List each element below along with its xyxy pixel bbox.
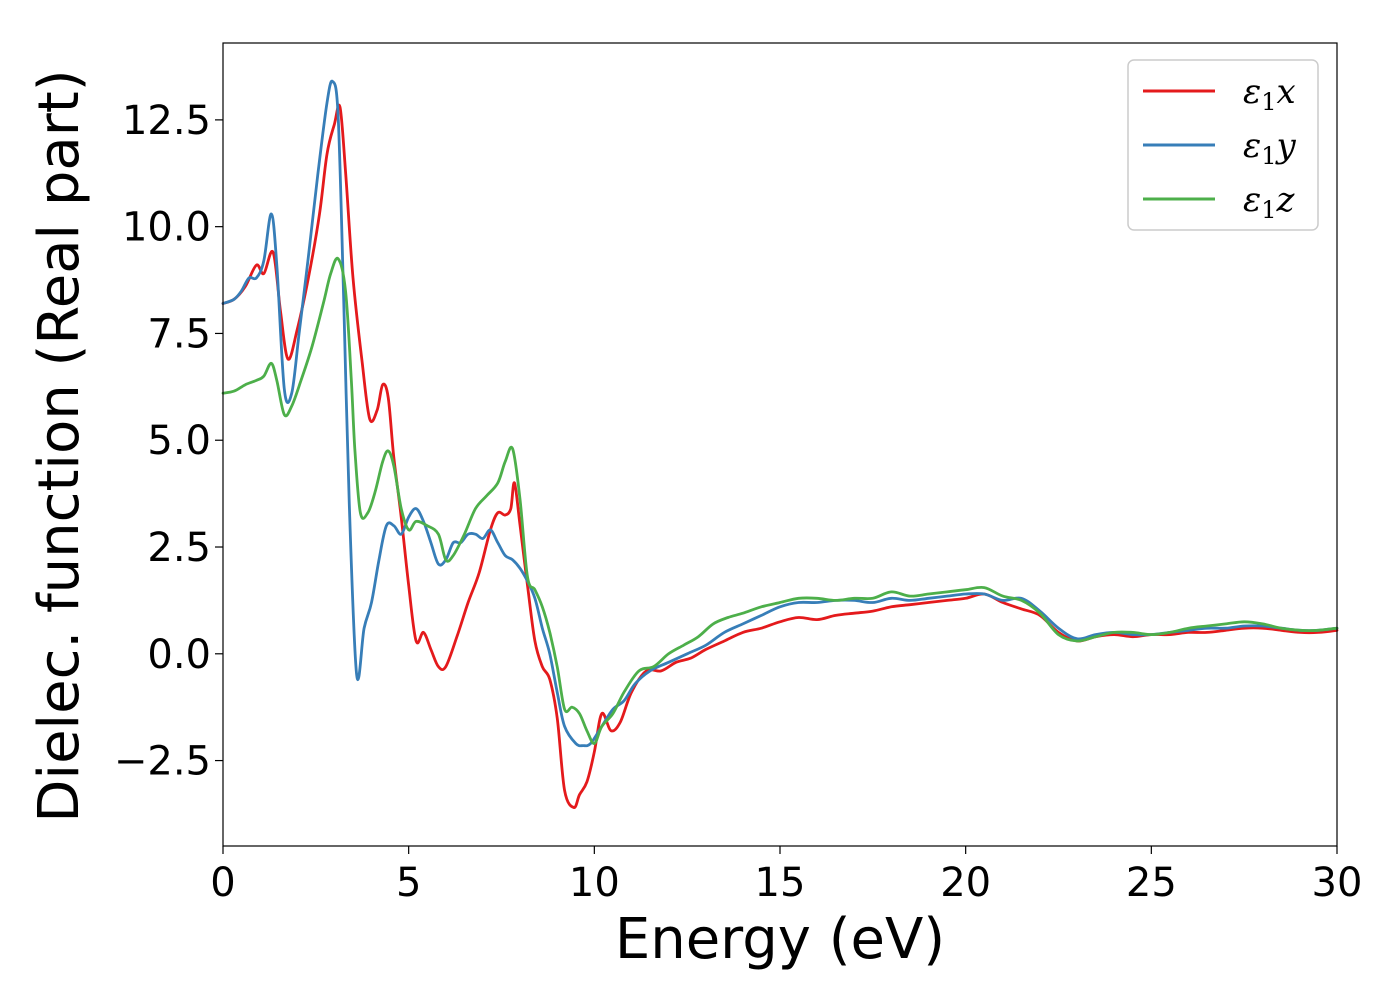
series-line-x (221, 103, 1339, 809)
x-tick-label: 20 (940, 860, 991, 906)
y-axis-label: Dielec. function (Real part) (27, 69, 92, 822)
y-tick-label: 2.5 (147, 525, 211, 571)
y-tick-label: 12.5 (122, 98, 211, 144)
legend-label-x: ε1x (1243, 72, 1296, 116)
legend: ε1x ε1y ε1z (1127, 59, 1319, 231)
x-tick-label: 5 (396, 860, 421, 906)
series-line-y (221, 79, 1339, 748)
x-axis-label: Energy (eV) (615, 907, 945, 972)
x-tick-label: 30 (1312, 860, 1363, 906)
series-layer (221, 79, 1339, 809)
y-tick-label: 5.0 (147, 418, 211, 464)
x-tick-label: 15 (755, 860, 806, 906)
legend-label-z: ε1z (1243, 180, 1296, 224)
y-axis-ticks: −2.5 0.0 2.5 5.0 7.5 10.0 12.5 (114, 98, 223, 785)
y-tick-label: −2.5 (114, 739, 211, 785)
x-tick-label: 0 (210, 860, 235, 906)
y-tick-label: 7.5 (147, 311, 211, 357)
y-tick-label: 0.0 (147, 632, 211, 678)
x-tick-label: 25 (1126, 860, 1177, 906)
x-axis-ticks: 0 5 10 15 20 25 30 (210, 846, 1362, 906)
legend-box (1127, 59, 1319, 231)
x-tick-label: 10 (569, 860, 620, 906)
y-tick-label: 10.0 (122, 205, 211, 251)
series-line-z (221, 256, 1339, 745)
legend-label-y: ε1y (1243, 126, 1297, 170)
